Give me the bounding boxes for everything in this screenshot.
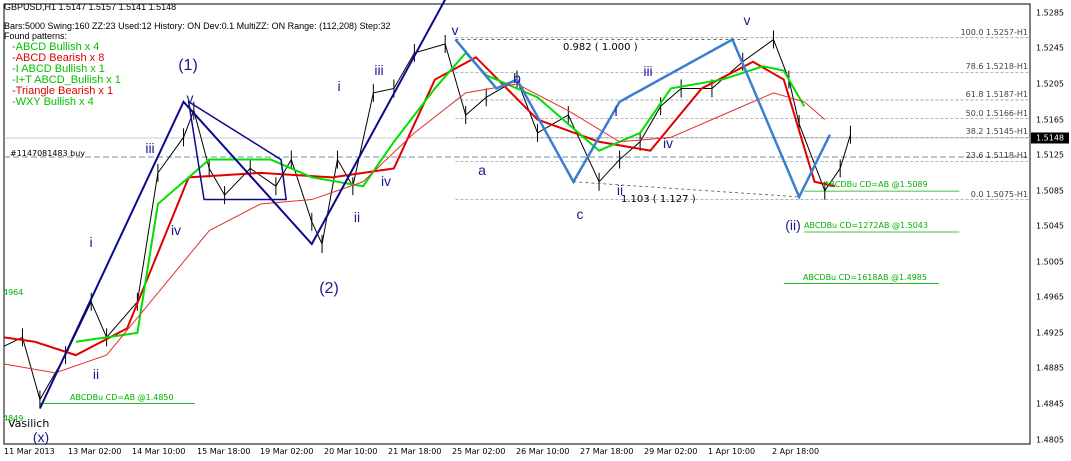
order-label: #1147081483 buy (10, 149, 86, 158)
ratio-label: 0.982 ( 1.000 ) (563, 42, 638, 53)
fib-level-label: 50.0 1.5166-H1 (965, 108, 1028, 118)
x-tick-label: 27 Mar 18:00 (580, 447, 634, 456)
wave-label: i (337, 78, 341, 94)
series-ma_green (75, 51, 806, 343)
x-tick-label: 14 Mar 10:00 (132, 447, 186, 456)
x-tick-label: 2 Apr 18:00 (772, 447, 820, 456)
pattern-item: -WXY Bullish x 4 (12, 96, 94, 108)
author-label: Vasilich (8, 417, 50, 430)
y-tick-label: 1.5125 (1036, 150, 1064, 160)
wave-label: a (478, 162, 486, 178)
pattern-item: -I+T ABCD_Bullish x 1 (12, 74, 121, 86)
y-tick-label: 1.5005 (1036, 257, 1064, 267)
current-price-box: 1.5148 (1031, 132, 1069, 144)
x-tick-label: 11 Mar 2013 (4, 447, 55, 456)
abcd-target-label: ABCDBu CD=1272AB @1.5043 (804, 221, 928, 230)
y-tick-label: 1.4885 (1036, 363, 1064, 373)
wave-label: (1) (178, 57, 198, 74)
left-partial-label-bottom: 4849 (3, 414, 24, 423)
abcd-target-label: ABCDBu CD=AB @1.5089 (824, 180, 928, 190)
x-tick-label: 19 Mar 02:00 (260, 447, 314, 456)
abcd-target-label: ABCDBu CD=1618AB @1.4985 (803, 272, 927, 282)
wave-label: (x) (32, 429, 50, 445)
wave-minor-line (454, 37, 832, 200)
pattern-item: -ABCD Bullish x 4 (12, 41, 100, 53)
pattern-item: -Triangle Bearish x 1 (12, 85, 114, 97)
y-tick-label: 1.5285 (1036, 8, 1064, 18)
found-patterns-label: Found patterns: (4, 31, 68, 41)
wave-label: v (451, 22, 459, 38)
triangle-pattern (187, 100, 288, 201)
wave-label: v (743, 12, 751, 28)
wave-label: ii (353, 209, 361, 225)
x-tick-label: 29 Mar 02:00 (644, 447, 698, 456)
wave-label: b (513, 70, 521, 86)
series-ma_slow (3, 83, 826, 374)
symbol-info: GBPUSD,H1 1.5147 1.5157 1.5141 1.5148 (4, 2, 177, 12)
series-ma_fast_red (3, 56, 836, 357)
y-tick-label: 1.4925 (1036, 328, 1064, 338)
pattern-item: -ABCD Bearish x 8 (12, 52, 105, 64)
wave-major-line (39, 0, 447, 409)
wave-label: i (614, 103, 618, 119)
y-tick-label: 1.5045 (1036, 221, 1064, 231)
wave-label: (2) (319, 280, 339, 297)
wave-label: c (576, 206, 584, 222)
x-tick-label: 20 Mar 10:00 (324, 447, 378, 456)
y-tick-label: 1.5205 (1036, 79, 1064, 89)
wave-label: ii (616, 182, 624, 198)
settings-info: Bars:5000 Swing:160 ZZ:23 Used:12 Histor… (4, 21, 391, 31)
wave-label: v (186, 90, 194, 106)
y-tick-label: 1.5165 (1036, 115, 1064, 125)
wave-label: i (89, 234, 93, 250)
y-tick-label: 1.4805 (1036, 435, 1064, 445)
y-tick-label: 1.5245 (1036, 43, 1064, 53)
x-tick-label: 1 Apr 10:00 (708, 447, 756, 456)
wave-label: iii (145, 140, 155, 156)
x-tick-label: 21 Mar 18:00 (388, 447, 442, 456)
x-tick-label: 26 Mar 10:00 (516, 447, 570, 456)
fib-level-label: 100.0 1.5257-H1 (960, 27, 1028, 37)
fib-level-label: 0.0 1.5075-H1 (970, 189, 1028, 199)
wave-label: iii (374, 62, 384, 78)
left-partial-label-top: 4964 (3, 288, 24, 297)
fib-level-label: 23.6 1.5118-H1 (965, 151, 1028, 161)
x-tick-label: 25 Mar 02:00 (452, 447, 506, 456)
fib-level-label: 38.2 1.5145-H1 (965, 127, 1028, 137)
y-tick-label: 1.5085 (1036, 186, 1064, 196)
wave-label: iv (170, 222, 182, 238)
x-tick-label: 15 Mar 18:00 (197, 447, 251, 456)
wave-label: (ii) (785, 217, 801, 233)
wave-label: ii (92, 366, 100, 382)
ratio-connector (573, 181, 800, 198)
wave-label: iv (662, 135, 674, 151)
wave-label: iii (643, 63, 653, 79)
x-tick-label: 13 Mar 02:00 (68, 447, 122, 456)
pattern-item: -I ABCD Bullish x 1 (12, 63, 105, 75)
y-tick-label: 1.4845 (1036, 399, 1064, 409)
ratio-label: 1.103 ( 1.127 ) (621, 194, 696, 205)
wave-label: iv (380, 173, 392, 189)
abcd-target-label: ABCDBu CD=AB @1.4850 (70, 392, 174, 402)
fib-level-label: 61.8 1.5187-H1 (965, 90, 1028, 99)
y-tick-label: 1.4965 (1036, 292, 1064, 302)
fib-level-label: 78.6 1.5218-H1 (965, 62, 1028, 72)
